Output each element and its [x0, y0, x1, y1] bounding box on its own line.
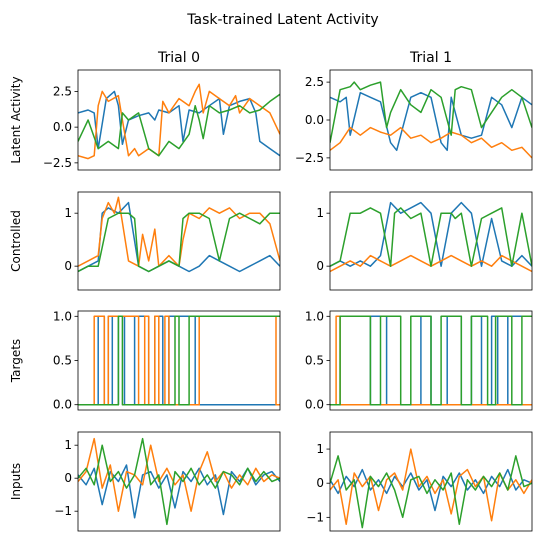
y-tick-label: 0.0	[53, 398, 72, 412]
series-line-2	[78, 437, 280, 526]
axes-frame	[77, 431, 281, 532]
y-tick-label: 1.0	[53, 309, 72, 323]
y-tick-label: −1	[54, 504, 72, 518]
series-group	[78, 315, 280, 406]
subplot-1-1: 10	[316, 191, 533, 291]
series-group	[330, 81, 532, 159]
y-axis-title: Targets	[9, 339, 23, 383]
subplot-1-0: 1 0 Controlled	[9, 191, 281, 291]
axes-frame	[329, 191, 533, 291]
series-group	[330, 448, 532, 529]
y-axis-title: Inputs	[9, 463, 23, 500]
y-axis-title: Controlled	[9, 210, 23, 272]
y-tick-label: 0.5	[305, 354, 324, 368]
series-line-2	[330, 455, 532, 529]
series-line-1	[330, 448, 532, 525]
column-title-trial-1: Trial 1	[409, 50, 452, 66]
subplot-3-0: 1 0 −1 Inputs	[9, 431, 281, 532]
y-tick-label: 0	[316, 259, 324, 273]
series-line-2	[330, 315, 532, 406]
subplot-0-1: 2.5 0.0 −2.5	[295, 69, 533, 171]
y-tick-label: 0.0	[53, 120, 72, 134]
y-tick-label: −1	[306, 510, 324, 524]
axes-frame	[329, 431, 533, 532]
y-tick-label: 0	[64, 259, 72, 273]
axes-frame	[77, 191, 281, 291]
y-tick-label: 1	[64, 438, 72, 452]
y-tick-label: 1	[64, 206, 72, 220]
series-group	[78, 196, 280, 273]
axes-frame	[329, 69, 533, 171]
series-line-1	[78, 437, 280, 512]
series-line-2	[330, 207, 532, 267]
series-line-0	[78, 90, 280, 157]
series-line-1	[78, 83, 280, 160]
series-group	[330, 315, 532, 406]
series-line-0	[330, 91, 532, 152]
series-group	[330, 201, 532, 273]
subplot-2-1: 1.0 0.5 0.0	[305, 309, 533, 412]
subplot-2-0: 1.0 0.5 0.0 Targets	[9, 309, 281, 412]
y-tick-label: 1	[316, 206, 324, 220]
series-line-2	[78, 93, 280, 157]
y-tick-label: −2.5	[43, 156, 72, 170]
series-line-1	[330, 126, 532, 159]
column-title-trial-0: Trial 0	[157, 50, 200, 66]
series-line-2	[330, 81, 532, 143]
y-tick-label: 0.0	[305, 113, 324, 127]
subplot-3-1: 1 0 −1	[306, 431, 533, 532]
y-tick-label: 2.5	[53, 84, 72, 98]
series-line-1	[78, 196, 280, 267]
y-axis-title: Latent Activity	[9, 76, 23, 163]
series-group	[78, 83, 280, 160]
series-line-2	[78, 315, 280, 406]
axes-frame	[77, 69, 281, 171]
y-tick-label: 1	[316, 442, 324, 456]
y-tick-label: 0.0	[305, 398, 324, 412]
y-tick-label: 0	[316, 476, 324, 490]
series-group	[78, 437, 280, 526]
y-tick-label: −2.5	[295, 151, 324, 165]
y-tick-label: 1.0	[305, 309, 324, 323]
y-tick-label: 0.5	[53, 354, 72, 368]
y-tick-label: 0	[64, 471, 72, 485]
series-line-2	[78, 212, 280, 273]
figure-title: Task-trained Latent Activity	[186, 12, 378, 28]
y-tick-label: 2.5	[305, 75, 324, 89]
subplot-0-0: 2.5 0.0 −2.5 Latent Activity	[9, 69, 281, 171]
